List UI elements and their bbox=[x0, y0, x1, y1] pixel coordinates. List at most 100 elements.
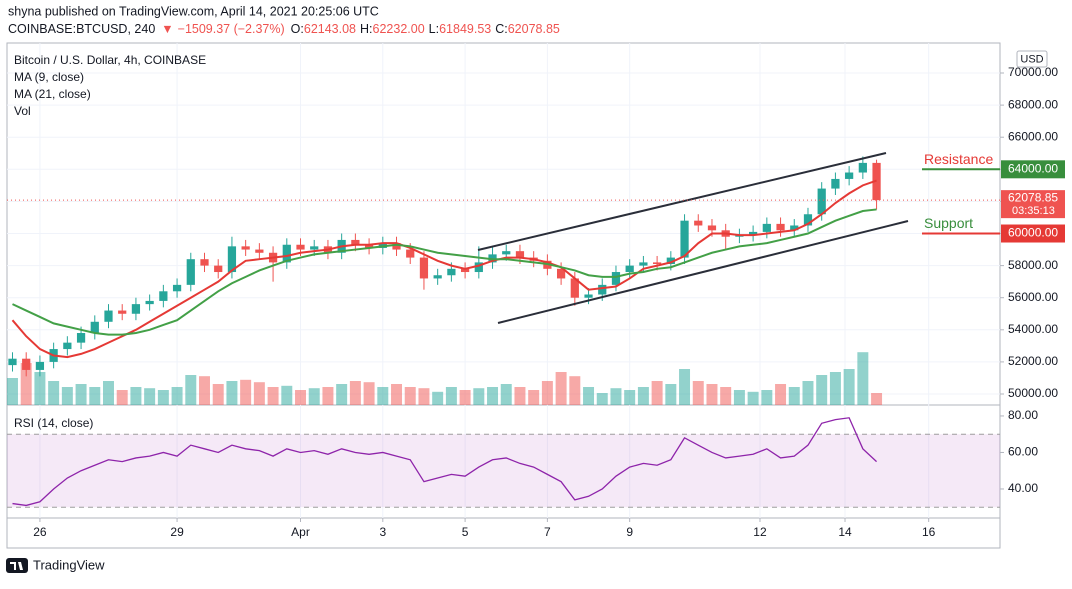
volume-bar bbox=[418, 388, 430, 405]
volume-bar bbox=[363, 382, 375, 405]
volume-bar bbox=[336, 384, 348, 405]
volume-bar bbox=[75, 384, 87, 405]
volume-bar bbox=[761, 390, 773, 405]
volume-bar bbox=[295, 390, 306, 405]
volume-bar bbox=[89, 387, 101, 405]
volume-bar bbox=[61, 387, 73, 405]
currency-box bbox=[1016, 50, 1048, 68]
candle-body bbox=[8, 358, 17, 366]
y-tick-label: 52000.00 bbox=[1008, 354, 1058, 368]
volume-bar bbox=[391, 384, 403, 405]
countdown: 03:35:13 bbox=[1012, 205, 1055, 217]
volume-bar bbox=[555, 372, 567, 405]
candle-body bbox=[474, 262, 483, 273]
candle-body bbox=[35, 361, 45, 370]
volume-bar bbox=[775, 384, 787, 405]
candle-body bbox=[639, 262, 648, 266]
volume-bar bbox=[637, 387, 649, 405]
upper-trendline bbox=[477, 152, 887, 251]
change: −1509.37 (−2.37%) bbox=[178, 22, 285, 36]
volume-bar bbox=[116, 390, 128, 405]
x-tick-label: 9 bbox=[626, 525, 633, 539]
candle-body bbox=[104, 310, 113, 322]
volume-bar bbox=[212, 384, 224, 405]
candle-body bbox=[776, 223, 785, 231]
volume-bar bbox=[308, 388, 320, 405]
rsi-title: RSI (14, close) bbox=[14, 416, 93, 430]
candle-body bbox=[214, 265, 223, 273]
volume-bar bbox=[541, 381, 553, 405]
x-tick-label: 5 bbox=[462, 525, 469, 539]
candle-body bbox=[282, 244, 291, 263]
volume-bar bbox=[445, 387, 457, 405]
lower-trendline bbox=[497, 220, 909, 324]
x-tick-label: Apr bbox=[291, 525, 310, 539]
ohlc-label: L: bbox=[429, 22, 439, 36]
legend-entry: MA (9, close) bbox=[14, 70, 84, 84]
candle-body bbox=[831, 178, 840, 189]
brand: TradingView bbox=[33, 557, 105, 572]
volume-bar bbox=[500, 384, 512, 405]
volume-bar bbox=[665, 384, 677, 405]
last-price-label: 62078.85 bbox=[1008, 190, 1058, 204]
candle-body bbox=[680, 220, 689, 258]
ohlc-value: 62078.85 bbox=[508, 22, 560, 36]
rsi-line bbox=[12, 417, 878, 507]
volume-bar bbox=[871, 393, 883, 405]
rsi-tick-label: 40.00 bbox=[1008, 481, 1038, 495]
volume-bar bbox=[733, 390, 745, 405]
volume-bar bbox=[816, 375, 828, 405]
x-tick-label: 7 bbox=[544, 525, 551, 539]
y-tick-label: 56000.00 bbox=[1008, 290, 1058, 304]
volume-bar bbox=[610, 388, 622, 405]
volume-bar bbox=[267, 387, 279, 405]
volume-bar bbox=[473, 388, 485, 405]
x-tick-label: 16 bbox=[922, 525, 936, 539]
currency: USD bbox=[1020, 53, 1043, 65]
volume-bar bbox=[7, 378, 18, 405]
plot-border bbox=[6, 42, 1001, 549]
candle-body bbox=[694, 220, 703, 226]
candle-body bbox=[310, 246, 319, 250]
volume-bar bbox=[48, 381, 60, 405]
candle-body bbox=[351, 239, 360, 245]
ohlc-label: H: bbox=[360, 22, 373, 36]
candle-body bbox=[666, 257, 675, 265]
candle-body bbox=[76, 333, 86, 343]
candle-body bbox=[406, 249, 415, 258]
ma-line bbox=[12, 208, 877, 336]
candle-body bbox=[63, 342, 72, 350]
level-label: 64000.00 bbox=[1008, 161, 1058, 175]
candle-body bbox=[90, 321, 99, 334]
y-tick-label: 58000.00 bbox=[1008, 258, 1058, 272]
candle-body bbox=[447, 268, 456, 276]
volume-bar bbox=[240, 379, 252, 405]
x-tick-label: 26 bbox=[33, 525, 47, 539]
level-label: 60000.00 bbox=[1008, 226, 1058, 240]
x-tick-label: 29 bbox=[170, 525, 184, 539]
volume-bar bbox=[857, 352, 869, 405]
volume-bar bbox=[20, 363, 32, 405]
candle-body bbox=[118, 310, 127, 314]
last-price-box bbox=[1001, 190, 1065, 219]
logo-glyph bbox=[10, 562, 23, 570]
candle-body bbox=[296, 244, 305, 250]
volume-bar bbox=[747, 391, 759, 405]
y-tick-label: 68000.00 bbox=[1008, 97, 1058, 111]
candle-body bbox=[790, 225, 799, 231]
legend-entry: MA (21, close) bbox=[14, 87, 91, 101]
ohlc-value: 62232.00 bbox=[373, 22, 425, 36]
rsi-tick-label: 60.00 bbox=[1008, 445, 1038, 459]
level-text: Support bbox=[924, 215, 973, 231]
volume-bar bbox=[404, 387, 416, 405]
volume-bar bbox=[843, 369, 855, 405]
candle-body bbox=[186, 259, 195, 285]
volume-bar bbox=[528, 390, 540, 405]
candle-body bbox=[227, 246, 237, 273]
ohlc-value: 62143.08 bbox=[304, 22, 356, 36]
volume-bar bbox=[583, 387, 595, 405]
publisher: shyna published on TradingView.com, Apri… bbox=[8, 4, 379, 18]
volume-bar bbox=[130, 387, 142, 405]
